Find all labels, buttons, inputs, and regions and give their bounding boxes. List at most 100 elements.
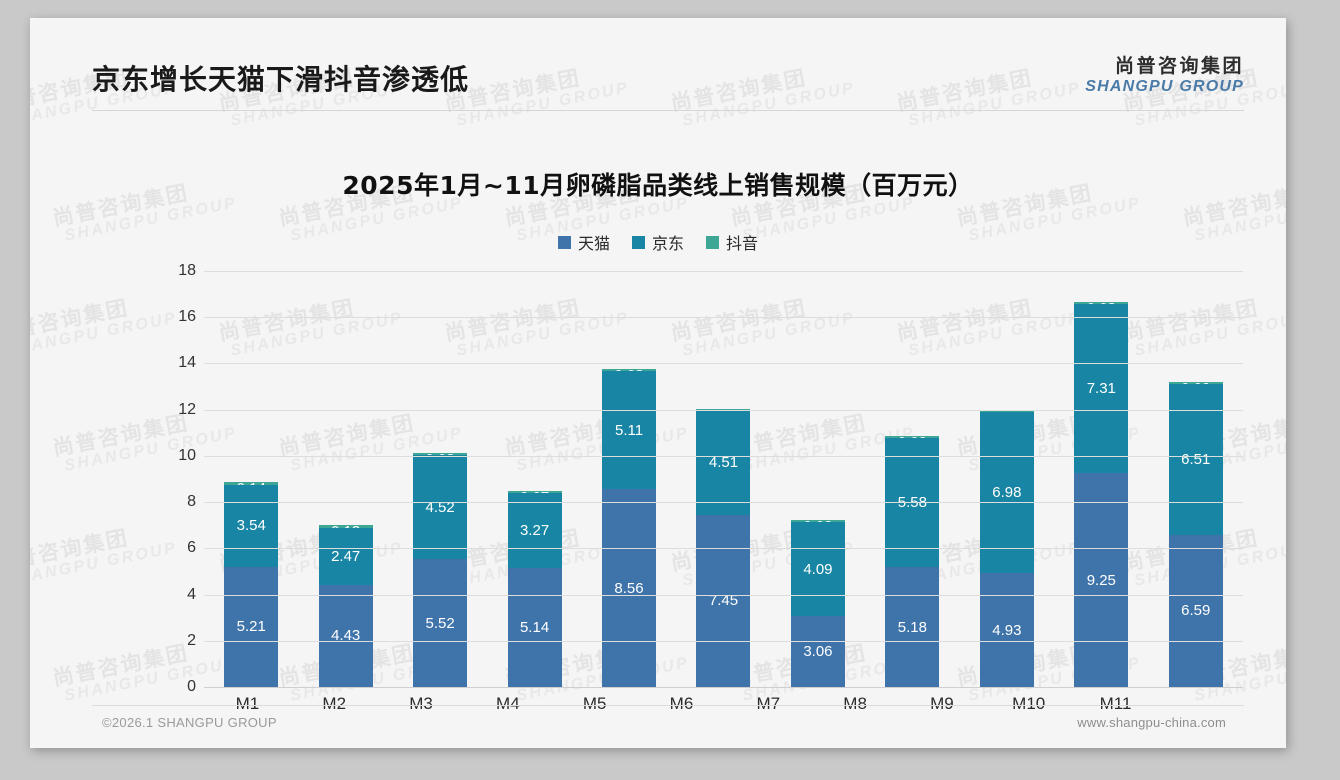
header-divider	[92, 110, 1244, 111]
gridline	[204, 640, 1243, 642]
stacked-bar: 0.095.585.18	[885, 435, 940, 687]
bar-segment-京东[interactable]: 4.09	[790, 521, 845, 617]
bar-value-label: 4.52	[425, 498, 455, 516]
bar-column-M8[interactable]: 0.095.585.18	[883, 271, 941, 687]
x-axis-tick-M7: M7	[756, 694, 781, 713]
bar-value-label: 3.27	[519, 521, 550, 539]
footer-divider	[92, 705, 1244, 706]
bar-segment-天猫[interactable]: 5.21	[224, 566, 279, 687]
bar-segment-京东[interactable]: 2.47	[318, 527, 373, 585]
bar-segment-京东[interactable]: 5.11	[602, 371, 657, 490]
bar-column-M3[interactable]: 0.084.525.52	[411, 271, 469, 687]
bar-segment-京东[interactable]: 3.27	[507, 492, 562, 569]
bar-value-label: 5.21	[236, 618, 266, 636]
bar-segment-天猫[interactable]: 9.25	[1074, 473, 1129, 687]
watermark-text-cn: 尚普咨询集团	[216, 743, 402, 748]
bar-column-M10[interactable]: 0.087.319.25	[1072, 271, 1130, 687]
x-axis-tick-M9: M9	[930, 694, 954, 713]
y-axis-tick-label: 18	[178, 262, 196, 279]
gridline	[204, 548, 1243, 550]
bar-value-label: 4.43	[331, 627, 361, 645]
bar-value-label: 7.45	[708, 592, 739, 610]
bar-segment-京东[interactable]: 6.51	[1168, 384, 1223, 535]
bar-column-M7[interactable]: 0.094.093.06	[789, 271, 847, 687]
legend-item-京东[interactable]: 京东	[631, 230, 684, 254]
bar-segment-京东[interactable]: 4.51	[696, 410, 751, 515]
watermark-text-cn: 尚普咨询集团	[668, 743, 854, 748]
y-axis-tick-label: 8	[187, 493, 196, 511]
bar-segment-京东[interactable]: 3.54	[224, 484, 279, 567]
y-axis-tick-label: 10	[178, 446, 196, 464]
gridline	[204, 363, 1243, 365]
bar-segment-京东[interactable]: 4.52	[413, 454, 468, 560]
bar-segment-天猫[interactable]: 5.18	[885, 567, 940, 687]
y-axis-tick-label: 16	[178, 308, 196, 326]
legend-item-天猫[interactable]: 天猫	[557, 230, 610, 254]
watermark-text-cn: 尚普咨询集团	[442, 743, 628, 748]
legend-label: 天猫	[577, 234, 610, 253]
bar-segment-天猫[interactable]: 4.93	[979, 573, 1034, 687]
x-axis-tick-M11: M11	[1099, 694, 1132, 713]
bar-value-label: 6.59	[1181, 602, 1211, 620]
bar-segment-天猫[interactable]: 4.43	[318, 584, 373, 687]
x-axis-labels: M1 M2 M3 M4 M5 M6 M7 M8 M9 M10 M11	[204, 694, 1159, 714]
y-axis-tick-label: 6	[187, 539, 196, 557]
bar-value-label: 2.47	[331, 547, 361, 565]
bar-value-label: 7.31	[1086, 380, 1116, 398]
bar-column-M5[interactable]: 0.085.118.56	[600, 271, 658, 687]
bar-column-M4[interactable]: 0.073.275.14	[506, 271, 564, 687]
bar-segment-京东[interactable]: 6.98	[979, 411, 1034, 574]
bar-value-label: 3.06	[803, 643, 833, 661]
bar-value-label: 4.09	[803, 560, 833, 578]
gridline	[204, 271, 1243, 272]
x-axis-tick-M5: M5	[582, 694, 607, 713]
gridline	[204, 594, 1243, 596]
footer-website[interactable]: www.shangpu-china.com	[1077, 715, 1226, 730]
bar-segment-天猫[interactable]: 6.59	[1168, 534, 1223, 687]
y-axis-tick-label: 2	[187, 631, 196, 649]
x-axis-tick-M2: M2	[322, 694, 347, 713]
legend-label: 京东	[651, 234, 684, 253]
brand-name-cn: 尚普咨询集团	[1114, 54, 1244, 77]
bar-segment-天猫[interactable]: 3.06	[790, 616, 845, 687]
stacked-bar: 0.085.118.56	[602, 368, 657, 687]
x-axis-tick-M1: M1	[235, 694, 260, 713]
bar-segment-京东[interactable]: 7.31	[1074, 304, 1129, 474]
bar-segment-天猫[interactable]: 5.14	[507, 568, 562, 687]
watermark-text-cn: 尚普咨询集团	[30, 296, 131, 346]
gridline	[204, 409, 1243, 411]
x-axis-tick-M6: M6	[669, 694, 694, 713]
footer-copyright: ©2026.1 SHANGPU GROUP	[102, 715, 277, 730]
bar-column-M6[interactable]: 0.094.517.45	[694, 271, 752, 687]
bar-segment-天猫[interactable]: 5.52	[413, 559, 468, 687]
brand-logo: 尚普咨询集团 SHANGPU GROUP	[1085, 54, 1244, 96]
chart-title: 2025年1月~11月卵磷脂品类线上销售规模（百万元）	[342, 171, 974, 200]
bar-value-label: 4.51	[708, 454, 739, 472]
bar-column-M9[interactable]: 0.056.984.93	[978, 271, 1036, 687]
stacked-bar: 0.143.545.21	[224, 481, 279, 687]
bar-value-label: 6.98	[992, 483, 1022, 501]
chart-legend: 天猫 京东 抖音	[30, 230, 1286, 254]
bar-value-label: 5.18	[897, 618, 927, 636]
bar-value-label: 5.14	[519, 619, 550, 637]
gridline	[204, 687, 1243, 688]
y-axis-tick-label: 0	[187, 678, 196, 695]
bar-value-label: 6.51	[1181, 450, 1211, 468]
stacked-bar: 0.132.474.43	[318, 524, 373, 687]
bar-column-M2[interactable]: 0.132.474.43	[317, 271, 375, 687]
legend-swatch-icon	[557, 235, 571, 249]
bar-column-M1[interactable]: 0.143.545.21	[222, 271, 280, 687]
y-axis-tick-label: 14	[178, 354, 196, 372]
bar-value-label: 9.25	[1086, 571, 1116, 589]
bar-segment-天猫[interactable]: 8.56	[602, 489, 657, 687]
legend-item-抖音[interactable]: 抖音	[706, 230, 758, 254]
bar-column-M11[interactable]: 0.096.516.59	[1167, 271, 1225, 687]
chart-plot-area: 0.143.545.210.132.474.430.084.525.520.07…	[168, 262, 1243, 695]
bar-segment-天猫[interactable]: 7.45	[696, 514, 751, 687]
